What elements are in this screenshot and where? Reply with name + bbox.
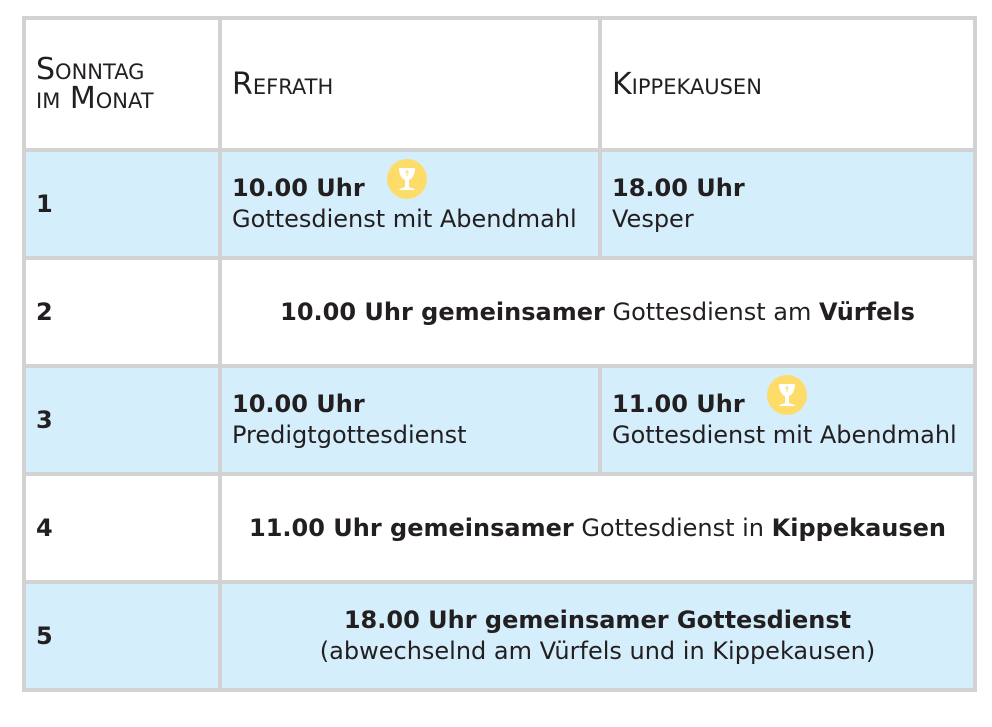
worship-schedule-table: Sonntag im Monat Refrath Kippekausen 1 10… (22, 16, 977, 692)
cell-joint: 10.00 Uhr gemeinsamer Gottesdienst am Vü… (218, 256, 977, 368)
row-number: 4 (22, 472, 222, 584)
service-desc: Predigtgottesdienst (232, 421, 467, 449)
cell-kippekausen: 18.00 Uhr Vesper (598, 148, 977, 260)
service-desc: Gottesdienst mit Abendmahl (232, 205, 577, 233)
header-refrath: Refrath (218, 16, 602, 152)
header-line: im Monat (36, 81, 154, 116)
chalice-icon (766, 375, 807, 415)
service-desc: Gottesdienst mit Abendmahl (612, 421, 957, 449)
time: 10.00 Uhr (232, 390, 365, 418)
joint-text: Gottesdienst in (573, 513, 772, 542)
cell-kippekausen: 11.00 Uhr Gottesdienst mit Abendmahl (598, 364, 977, 476)
row-number: 1 (22, 148, 222, 260)
time: 11.00 Uhr (612, 390, 745, 418)
table-row: 1 10.00 Uhr Gottesdienst mit Abendmahl 18… (22, 148, 977, 260)
time: 10.00 Uhr (232, 174, 365, 202)
joint-location: Vürfels (818, 297, 915, 326)
time: 18.00 Uhr (612, 174, 745, 202)
row-number: 5 (22, 580, 222, 692)
chalice-icon (386, 159, 427, 199)
joint-time: 10.00 Uhr gemeinsamer (280, 297, 605, 326)
header-sunday: Sonntag im Monat (22, 16, 222, 152)
row-number: 3 (22, 364, 222, 476)
joint-text: Gottesdienst am (604, 297, 819, 326)
cell-refrath: 10.00 Uhr Gottesdienst mit Abendmahl (218, 148, 602, 260)
joint-location: Kippekausen (771, 513, 946, 542)
cell-joint: 11.00 Uhr gemeinsamer Gottesdienst in Ki… (218, 472, 977, 584)
table-row: 4 11.00 Uhr gemeinsamer Gottesdienst in … (22, 472, 977, 584)
header-line: Sonntag (36, 52, 145, 87)
row-number: 2 (22, 256, 222, 368)
table-row: 5 18.00 Uhr gemeinsamer Gottesdienst (abw… (22, 580, 977, 692)
cell-joint: 18.00 Uhr gemeinsamer Gottesdienst (abwec… (218, 580, 977, 692)
table-row: 2 10.00 Uhr gemeinsamer Gottesdienst am … (22, 256, 977, 368)
header-row: Sonntag im Monat Refrath Kippekausen (22, 16, 977, 152)
service-desc: Vesper (612, 205, 694, 233)
joint-time: 11.00 Uhr gemeinsamer (249, 513, 574, 542)
header-kippekausen: Kippekausen (598, 16, 977, 152)
joint-time: 18.00 Uhr gemeinsamer Gottesdienst (343, 606, 852, 634)
joint-note: (abwechselnd am Vürfels und in Kippekaus… (319, 637, 876, 665)
table-row: 3 10.00 Uhr Predigtgottesdienst 11.00 Uhr… (22, 364, 977, 476)
cell-refrath: 10.00 Uhr Predigtgottesdienst (218, 364, 602, 476)
